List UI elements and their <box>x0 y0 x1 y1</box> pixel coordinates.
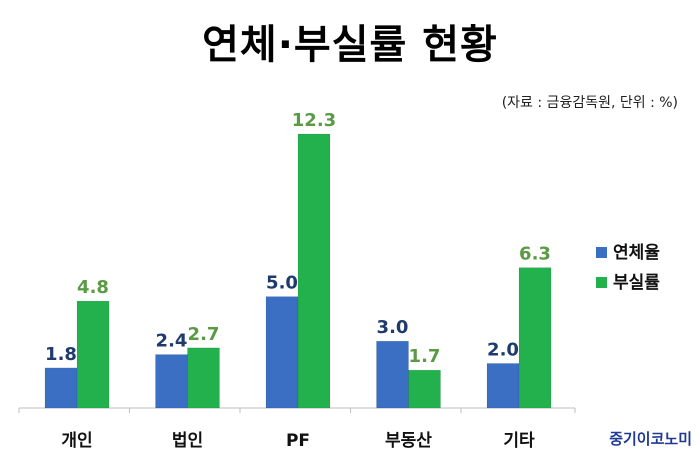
bar-npl-4 <box>518 267 552 409</box>
x-tick-label: 부동산 <box>385 431 432 451</box>
data-label: 3.0 <box>377 317 409 338</box>
legend-label: 부실률 <box>613 273 660 293</box>
legend-label: 연체율 <box>613 243 660 263</box>
data-label: 6.3 <box>519 244 551 265</box>
data-label: 1.7 <box>409 346 441 367</box>
data-label: 12.3 <box>292 110 336 131</box>
data-label: 1.8 <box>45 344 77 365</box>
bar-delinquency-0 <box>44 367 78 409</box>
chart-subtitle: (자료 : 금융감독원, 단위 : %) <box>501 95 678 111</box>
data-label: 2.0 <box>487 339 519 360</box>
bar-delinquency-2 <box>265 296 299 409</box>
bar-npl-3 <box>408 369 441 409</box>
bar-npl-0 <box>76 300 110 409</box>
bar-delinquency-4 <box>486 363 520 409</box>
data-label: 2.4 <box>156 331 188 352</box>
x-tick-label: PF <box>286 431 310 451</box>
chart-title: 연체·부실률 현황 <box>202 22 498 68</box>
data-label: 4.8 <box>77 277 109 298</box>
data-label: 2.7 <box>188 324 220 345</box>
brand-logo-text: 중기이코노미 <box>609 430 692 448</box>
bar-npl-2 <box>297 133 331 409</box>
legend-swatch <box>596 247 607 258</box>
data-label: 5.0 <box>266 273 298 294</box>
bar-delinquency-1 <box>155 354 188 409</box>
x-tick-label: 기타 <box>503 431 535 451</box>
bar-npl-1 <box>187 347 220 409</box>
x-tick-label: 개인 <box>61 431 92 451</box>
legend-swatch <box>596 277 607 288</box>
x-tick-label: 법인 <box>172 431 203 451</box>
bar-delinquency-3 <box>376 340 409 409</box>
